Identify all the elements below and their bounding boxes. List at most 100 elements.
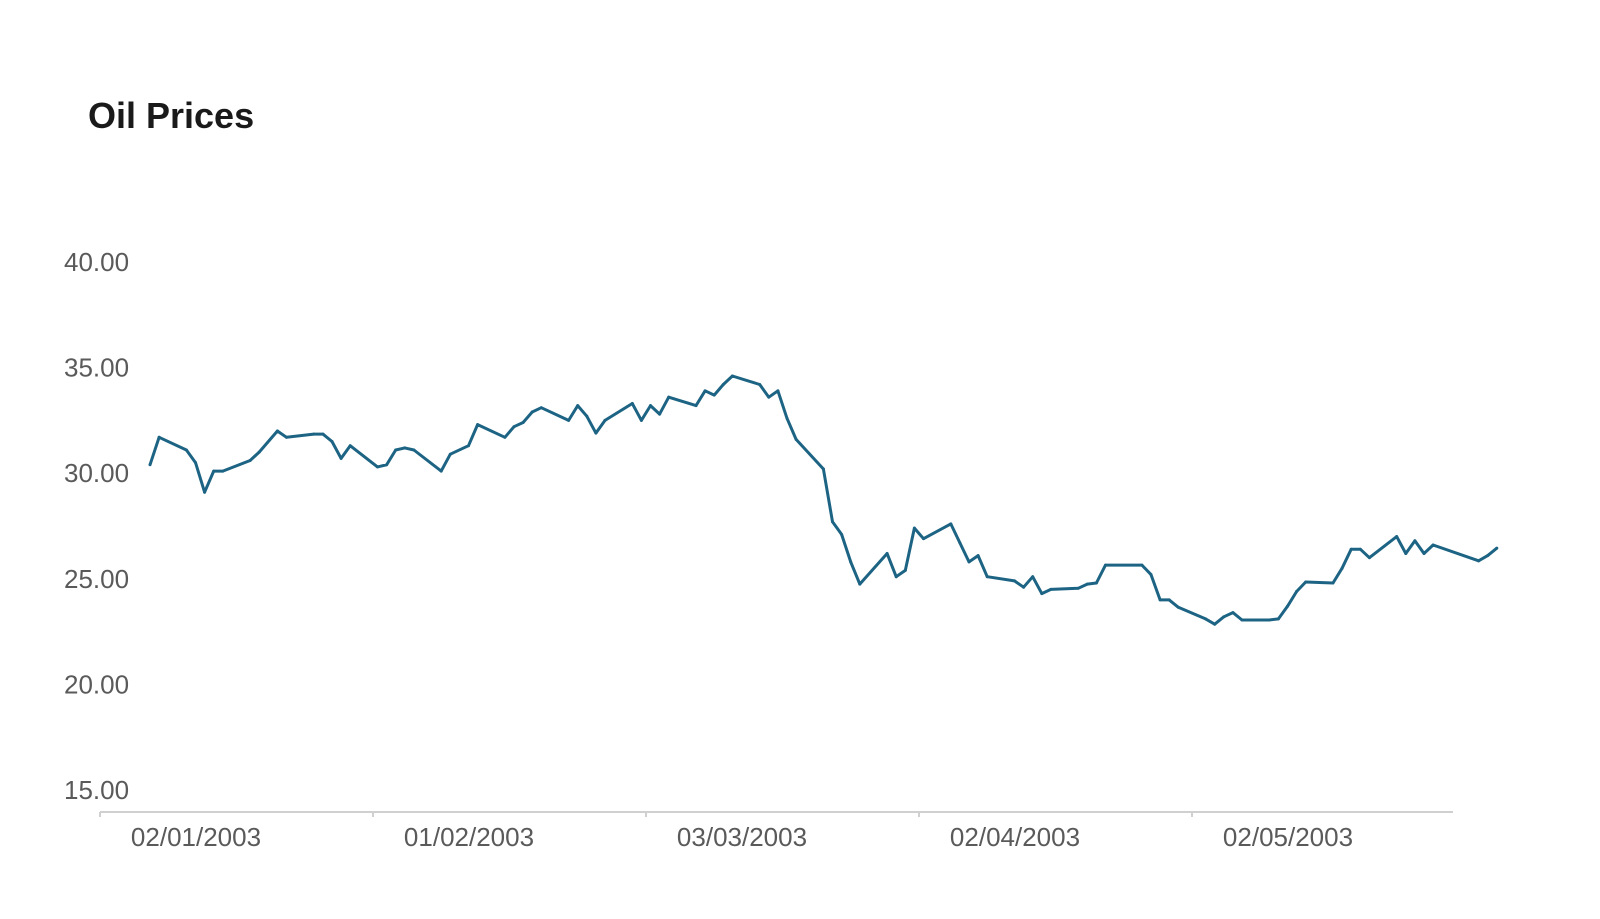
data-point [184,448,188,452]
data-point [1085,582,1089,586]
data-point [1149,573,1153,577]
data-point [721,382,725,386]
data-point [1295,589,1299,593]
data-point [985,575,989,579]
data-point [385,463,389,467]
data-point [448,452,452,456]
data-point [248,459,252,463]
x-tick-label: 01/02/2003 [404,822,534,852]
data-point [730,374,734,378]
data-point [694,404,698,408]
series-line-oil-price [148,374,1498,626]
data-point [649,404,652,408]
data-point [1486,554,1490,558]
data-point [767,395,771,399]
data-point [1358,547,1362,551]
data-point [1413,539,1417,543]
data-point [321,432,325,436]
data-point [1349,547,1353,551]
data-point [821,467,825,471]
data-point [667,395,671,399]
data-point [1213,622,1217,626]
data-point [1431,543,1435,547]
data-point [1013,579,1016,583]
data-point [949,522,953,526]
data-point [585,414,589,418]
x-tick-label: 02/01/2003 [131,822,261,852]
y-tick-label: 30.00 [64,458,129,488]
data-point [1140,563,1144,567]
data-point [1477,559,1481,563]
data-point [576,404,580,408]
data-point [1040,592,1044,596]
data-point [1267,618,1271,622]
data-point [639,418,643,422]
x-axis: 02/01/2003 01/02/2003 03/03/2003 02/04/2003… [99,812,1353,852]
data-point [1176,605,1180,609]
data-point [1049,587,1053,591]
data-point [1276,617,1280,621]
data-point [512,425,516,429]
data-point [275,429,279,433]
y-tick-label: 35.00 [64,353,129,383]
data-point [603,418,607,422]
data-point [203,490,207,494]
data-point [1340,566,1344,570]
data-point [339,456,343,460]
data-point [658,412,662,416]
y-tick-label: 15.00 [64,775,129,805]
data-point [1222,615,1226,619]
data-point [530,410,534,414]
data-point [348,444,352,448]
data-point [785,416,789,420]
data-point [1495,546,1499,550]
data-point [958,541,962,545]
data-point [1395,535,1399,539]
y-axis: 15.00 20.00 25.00 30.00 35.00 40.00 [64,247,129,805]
data-point [1094,581,1098,585]
data-point [922,537,925,541]
data-point [394,448,398,452]
data-point [1076,586,1080,590]
data-point [712,393,716,397]
data-points [148,374,1499,626]
data-point [630,402,634,406]
data-point [312,432,316,436]
data-point [503,435,507,439]
data-point [1167,598,1171,602]
data-point [758,382,762,386]
data-point [1031,575,1035,579]
x-tick-label: 02/05/2003 [1223,822,1353,852]
data-point [1204,617,1208,621]
data-point [849,560,853,564]
y-tick-label: 20.00 [64,669,129,699]
data-point [776,389,780,393]
data-point [439,469,443,473]
data-point [521,421,525,425]
x-tick-label: 03/03/2003 [677,822,807,852]
data-point [894,575,898,579]
data-point [376,465,379,469]
data-point [257,450,261,454]
y-tick-label: 25.00 [64,564,129,594]
data-point [885,551,889,555]
data-point [903,568,907,572]
data-point [858,582,862,586]
chart-title: Oil Prices [88,95,254,136]
data-point [467,444,470,448]
data-point [967,560,971,564]
data-point [212,469,216,473]
data-point [221,469,225,473]
y-tick-label: 40.00 [64,247,129,277]
data-point [1158,598,1162,602]
data-point [594,431,598,435]
data-point [539,406,543,410]
data-point [330,440,334,444]
data-point [1022,585,1026,589]
data-point [1367,556,1371,560]
data-point [1104,563,1107,567]
data-point [1231,611,1235,615]
data-point [412,448,416,452]
data-point [194,461,197,465]
